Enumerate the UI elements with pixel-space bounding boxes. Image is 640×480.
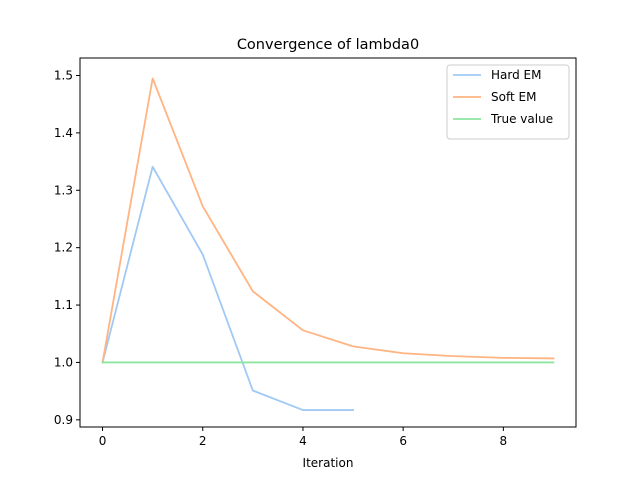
- y-tick-label: 1.4: [54, 126, 73, 140]
- series-layer: [101, 77, 555, 411]
- legend-label: Hard EM: [491, 68, 541, 82]
- x-tick-label: 8: [500, 434, 508, 448]
- y-tick-label: 1.3: [54, 183, 73, 197]
- legend: Hard EM Soft EM True value: [446, 64, 570, 140]
- plot-area: 0 2 4 6 8 0.9 1.0 1.1 1.2 1.3 1.4 1.5 Hard EM Soft E…: [54, 57, 577, 448]
- x-tick-label: 6: [399, 434, 407, 448]
- y-tick-label: 1.0: [54, 355, 73, 369]
- x-tick-label: 0: [99, 434, 107, 448]
- y-tick-label: 1.2: [54, 241, 73, 255]
- legend-label: True value: [490, 112, 553, 126]
- legend-label: Soft EM: [491, 90, 536, 104]
- series-line-hard-em: [101, 165, 354, 411]
- axes-layer: 0 2 4 6 8 0.9 1.0 1.1 1.2 1.3 1.4 1.5: [54, 57, 577, 448]
- legend-box: [446, 64, 570, 140]
- y-tick-label: 0.9: [54, 413, 73, 427]
- x-tick-label: 2: [199, 434, 207, 448]
- y-tick-label: 1.5: [54, 69, 73, 83]
- x-axis-label: Iteration: [303, 456, 354, 470]
- axes-frame: [79, 57, 577, 428]
- y-tick-label: 1.1: [54, 298, 73, 312]
- x-tick-label: 4: [299, 434, 307, 448]
- series-line-soft-em: [101, 77, 555, 364]
- chart-title: Convergence of lambda0: [237, 37, 419, 53]
